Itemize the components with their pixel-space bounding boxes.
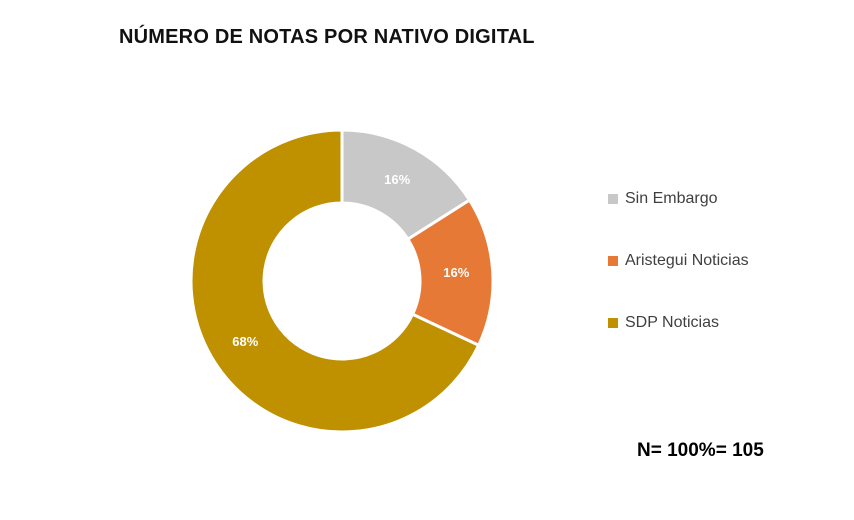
legend-item-sdp-noticias: SDP Noticias [608, 314, 719, 332]
legend-item-sin-embargo: Sin Embargo [608, 190, 718, 208]
chart-title: NÚMERO DE NOTAS POR NATIVO DIGITAL [119, 26, 535, 48]
legend-label-sdp-noticias: SDP Noticias [625, 314, 719, 331]
legend-swatch-sdp-noticias [608, 318, 618, 328]
legend-item-aristegui-noticias: Aristegui Noticias [608, 252, 749, 270]
legend-label-aristegui-noticias: Aristegui Noticias [625, 252, 749, 269]
data-label-sdp-noticias: 68% [232, 334, 258, 349]
legend-label-sin-embargo: Sin Embargo [625, 190, 718, 207]
data-label-sin-embargo: 16% [384, 172, 410, 187]
data-label-aristegui-noticias: 16% [443, 265, 469, 280]
legend-swatch-sin-embargo [608, 194, 618, 204]
donut-slice-sdp-noticias [189, 128, 481, 434]
legend-swatch-aristegui-noticias [608, 256, 618, 266]
sample-size-note: N= 100%= 105 [637, 440, 764, 461]
